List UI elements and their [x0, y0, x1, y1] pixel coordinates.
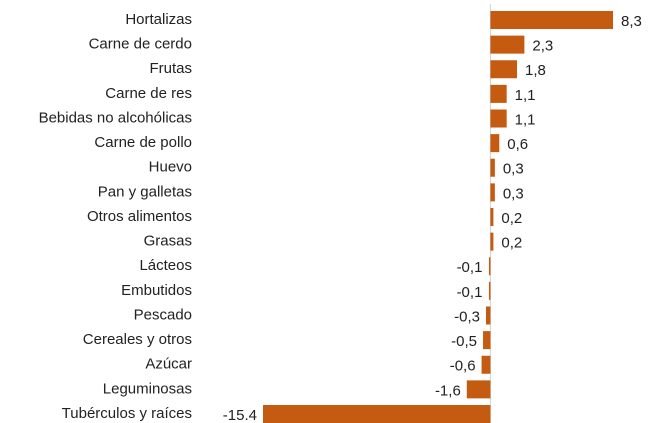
value-label: 0,6 — [507, 136, 528, 153]
bar — [490, 60, 518, 79]
value-label: -0,1 — [457, 259, 483, 276]
category-label: Huevo — [149, 159, 192, 176]
bar — [490, 183, 495, 202]
bar — [490, 134, 500, 153]
value-label: -1,6 — [435, 382, 461, 399]
category-label: Hortalizas — [125, 11, 192, 28]
value-label: -0,3 — [454, 308, 480, 325]
bar — [490, 11, 613, 29]
value-label: 2,3 — [532, 38, 553, 55]
category-label: Tubérculos y raíces — [62, 405, 192, 422]
bar — [490, 109, 507, 128]
value-label: 1,8 — [525, 62, 546, 79]
value-label: 8,3 — [621, 13, 642, 30]
bar — [490, 35, 525, 54]
bar — [466, 380, 491, 399]
bar — [490, 84, 507, 103]
bar — [490, 232, 494, 251]
value-label: -0,5 — [451, 333, 477, 350]
category-label: Carne de pollo — [94, 134, 192, 151]
category-label: Grasas — [144, 233, 192, 250]
bar — [490, 158, 495, 177]
category-label: Embutidos — [121, 282, 192, 299]
value-label: 0,3 — [503, 185, 524, 202]
value-label: -15.4 — [223, 407, 257, 423]
value-label: 1,1 — [515, 111, 536, 128]
category-label: Carne de res — [105, 85, 192, 102]
category-label: Bebidas no alcohólicas — [39, 109, 192, 126]
bar — [263, 405, 491, 423]
category-label: Frutas — [149, 60, 192, 77]
category-label: Lácteos — [139, 257, 192, 274]
value-label: 0,2 — [501, 210, 522, 227]
value-label: 0,2 — [501, 235, 522, 252]
bar — [488, 281, 491, 300]
category-label: Pescado — [134, 306, 192, 323]
category-label: Leguminosas — [103, 380, 192, 397]
category-label: Pan y galletas — [98, 183, 192, 200]
category-label: Otros alimentos — [87, 208, 192, 225]
bar — [483, 331, 491, 350]
value-label: 1,1 — [515, 87, 536, 104]
value-label: -0,6 — [450, 358, 476, 375]
bar — [488, 257, 491, 276]
value-label: -0,1 — [457, 284, 483, 301]
category-label: Azúcar — [145, 356, 192, 373]
bar — [485, 306, 491, 325]
bar — [490, 208, 494, 226]
category-label: Cereales y otros — [83, 331, 192, 348]
bar — [481, 355, 491, 374]
value-label: 0,3 — [503, 161, 524, 178]
category-label: Carne de cerdo — [89, 36, 192, 53]
